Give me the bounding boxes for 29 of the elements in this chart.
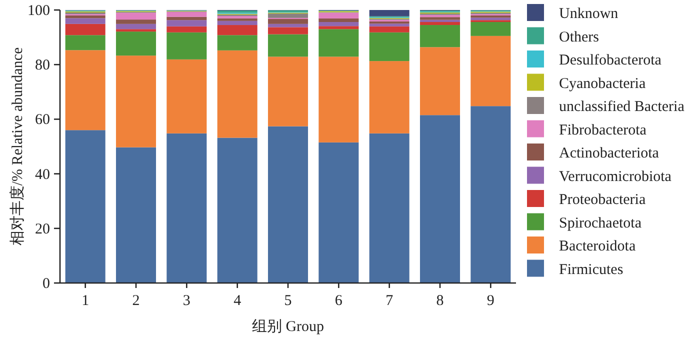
y-tick-label: 0 [42,276,50,292]
legend-label: Unknown [559,6,619,22]
y-tick-label: 100 [28,3,50,19]
legend-label: Bacteroidota [559,238,636,254]
legend-label: Desulfobacterota [559,52,662,68]
x-tick-label: 1 [82,293,90,309]
legend-label: Others [559,29,600,46]
x-tick-label: 6 [334,293,343,309]
y-tick-label: 60 [35,112,50,128]
legend-label: Proteobacteria [559,192,646,208]
y-tick-label: 20 [35,221,50,238]
x-tick-label: 7 [386,293,394,309]
y-tick-label: 40 [35,166,50,183]
x-axis-title: 组别 Group [252,318,324,335]
x-tick-label: 3 [182,293,190,309]
legend-label: Spirochaetota [559,215,642,232]
legend-label: Verrucomicrobiota [559,168,672,185]
legend-label: unclassified Bacteria [559,99,685,115]
y-axis-title: 相对丰度/% Relative abundance [9,47,26,246]
legend-label: Firmicutes [559,262,624,278]
legend-label: Fibrobacterota [559,122,647,138]
x-tick-label: 5 [284,293,292,309]
y-tick-label: 80 [35,58,50,74]
x-tick-label: 9 [486,293,494,309]
legend-label: Actinobacteriota [559,146,660,162]
x-tick-label: 8 [436,293,444,309]
legend-label: Cyanobacteria [559,76,646,92]
x-tick-label: 2 [132,293,140,309]
x-tick-label: 4 [234,293,242,309]
